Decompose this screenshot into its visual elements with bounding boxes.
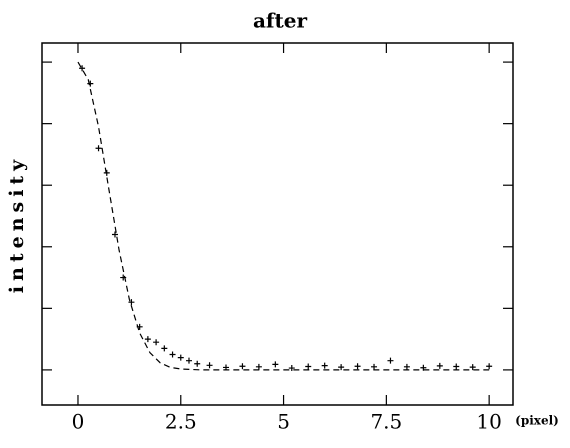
data-point xyxy=(453,363,460,370)
data-point xyxy=(469,364,476,371)
data-point xyxy=(420,364,427,371)
data-point xyxy=(272,361,279,368)
data-point xyxy=(403,363,410,370)
y-axis-label: intensity xyxy=(6,155,28,293)
data-point xyxy=(79,65,86,72)
data-point xyxy=(288,365,295,372)
data-point xyxy=(305,363,312,370)
x-tick-label: 5 xyxy=(277,410,290,434)
fit-line xyxy=(77,61,490,371)
x-tick-label: 2.5 xyxy=(165,410,197,434)
chart-title: after xyxy=(253,9,308,33)
data-point xyxy=(177,354,184,361)
data-point xyxy=(486,363,493,370)
data-point xyxy=(436,362,443,369)
data-point xyxy=(161,345,168,352)
data-point xyxy=(387,357,394,364)
x-tick-label: 7.5 xyxy=(370,410,402,434)
data-point xyxy=(136,323,143,330)
data-point xyxy=(354,363,361,370)
data-point xyxy=(120,274,127,281)
data-point xyxy=(128,299,135,306)
data-point xyxy=(185,357,192,364)
data-point xyxy=(95,145,102,152)
x-tick-label: 0 xyxy=(72,410,85,434)
data-point xyxy=(371,363,378,370)
x-axis-label: (pixel) xyxy=(515,414,559,428)
data-point xyxy=(239,363,246,370)
data-point xyxy=(223,364,229,371)
x-tick-label: 10 xyxy=(476,410,501,434)
data-point xyxy=(321,362,328,369)
data-point xyxy=(338,364,345,371)
data-point xyxy=(206,362,213,369)
data-point xyxy=(87,80,94,87)
plot-frame xyxy=(41,42,514,406)
data-point xyxy=(153,339,160,346)
data-point xyxy=(255,363,262,370)
data-point xyxy=(103,169,110,176)
data-point xyxy=(144,336,151,343)
data-point xyxy=(169,351,176,358)
data-point xyxy=(111,231,118,238)
data-point xyxy=(194,360,201,367)
